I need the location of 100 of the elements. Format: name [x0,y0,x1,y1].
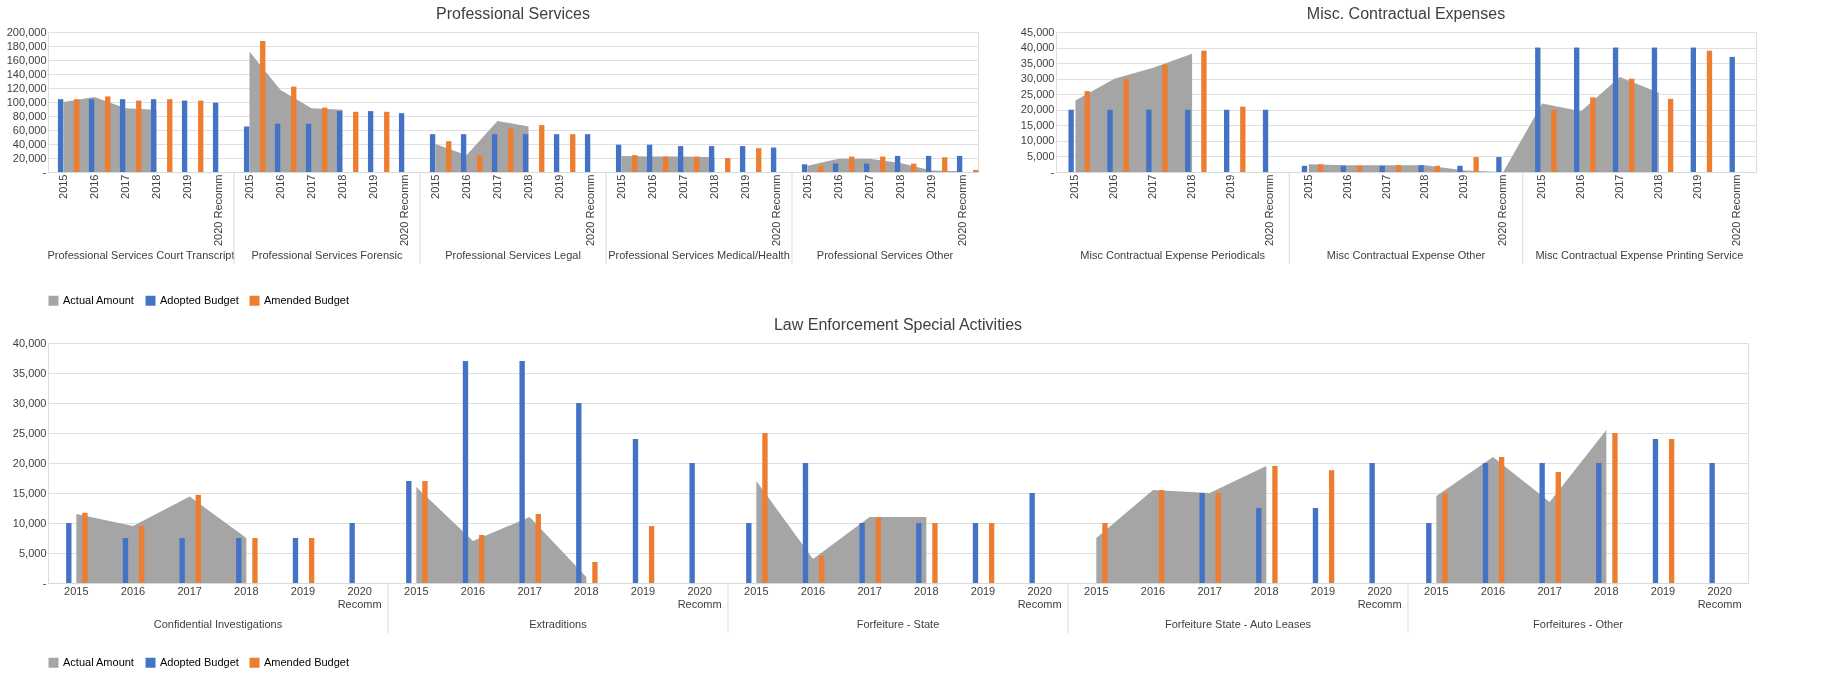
y-tick-label: 140,000 [6,67,47,80]
bar [1356,165,1363,172]
bar [1240,106,1246,172]
bar [384,111,390,172]
bar [802,463,809,583]
x-tick-label: 2015 [64,584,89,597]
y-tick-label: 60,000 [12,123,47,136]
x-tick-label: 2017 [304,174,317,199]
bar [260,41,266,172]
bar [1158,490,1165,583]
text: Misc Contractual Expense Other [1326,249,1486,261]
bar [756,148,762,172]
bar [119,99,126,172]
bar [988,523,995,583]
bar [1535,47,1541,172]
bar [1162,64,1168,172]
bar [1668,439,1675,583]
bar [849,156,855,172]
bar [1652,439,1659,583]
bar [1256,508,1262,583]
bar [198,100,204,172]
x-tick-label: 2015 [1084,584,1109,597]
bar [725,158,731,172]
y-tick-label: 120,000 [6,81,47,94]
y-tick-label: - [42,165,47,178]
bar [1729,56,1735,172]
x-tick-label: 2017 [177,584,202,597]
x-tick-label: 2018 [1185,174,1198,199]
x-tick-label: 2020 Recomm [211,174,224,247]
text: Misc Contractual Expense Periodicals [1080,249,1266,261]
bar [1312,508,1319,583]
bar [212,102,219,172]
x-tick-label: 2019 [970,584,996,597]
bar [181,100,188,172]
bar [406,481,412,583]
legend-label: Actual Amount [63,293,134,306]
text: Forfeitures - Other [1533,618,1624,630]
y-tick-label: - [42,576,47,589]
bar [1590,97,1596,172]
bar [1215,493,1221,583]
bar [875,517,881,583]
x-tick-label: 2019 [552,174,565,199]
bar [195,494,201,583]
x-tick-label: 2019 [1457,174,1470,199]
bar [1084,91,1090,172]
bar [916,523,922,583]
bar [942,157,948,172]
bar [1418,165,1424,172]
bar [236,538,242,583]
y-tick-label: 15,000 [12,486,47,499]
bar [1434,165,1440,172]
y-tick-label: 45,000 [1020,25,1055,38]
x-tick-label: 2020 Recomm [397,174,410,247]
bar [1706,50,1713,172]
x-tick-label: 2016 [87,174,100,199]
y-tick-label: 80,000 [12,109,47,122]
x-tick-label: 2018 [893,174,906,199]
bar [925,155,932,172]
x-tick-label: 2020 Recomm [337,584,382,610]
bar [167,99,173,172]
bar [1301,165,1308,172]
bar [576,403,582,583]
x-tick-label: 2020 Recomm [1697,584,1742,610]
x-tick-label: 2018 [149,174,162,199]
bar [739,146,746,172]
y-tick-label: 40,000 [12,137,47,150]
bar [1199,493,1205,583]
bar [1457,165,1463,172]
x-tick-label: 2019 [738,174,751,199]
legend-label: Amended Budget [264,293,350,306]
bar [859,523,865,583]
bar [1555,472,1561,583]
text: Professional Services Legal [445,249,581,261]
bar [880,156,886,172]
bar [460,134,467,172]
x-tick-label: 2020 Recomm [769,174,782,247]
bar [1262,109,1269,172]
text: Professional Services Court Transcript [47,249,235,261]
y-tick-label: 20,000 [12,151,47,164]
bar [648,526,655,583]
text: Professional Services Forensic [251,249,403,261]
bar [519,361,525,583]
bar [708,146,715,172]
x-tick-label: 2016 [273,174,286,199]
y-tick-label: 35,000 [12,366,47,379]
bar [1102,523,1108,583]
bar [932,523,938,583]
bar [689,463,695,583]
x-tick-label: 2018 [1254,584,1279,597]
bar [762,433,768,583]
bar [88,99,95,172]
bar [105,96,111,172]
bar [353,111,359,172]
x-tick-label: 2020 Recomm [955,174,968,247]
x-tick-label: 2016 [1140,584,1166,597]
text: Professional Services Other [816,249,954,261]
x-tick-label: 2015 [1535,174,1548,199]
x-tick-label: 2016 [831,174,844,199]
bar [1201,50,1207,172]
x-tick-label: 2016 [800,584,826,597]
